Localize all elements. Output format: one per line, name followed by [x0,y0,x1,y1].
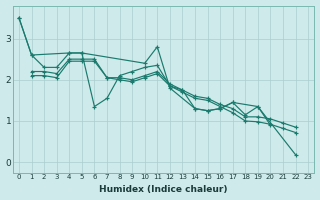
X-axis label: Humidex (Indice chaleur): Humidex (Indice chaleur) [99,185,228,194]
